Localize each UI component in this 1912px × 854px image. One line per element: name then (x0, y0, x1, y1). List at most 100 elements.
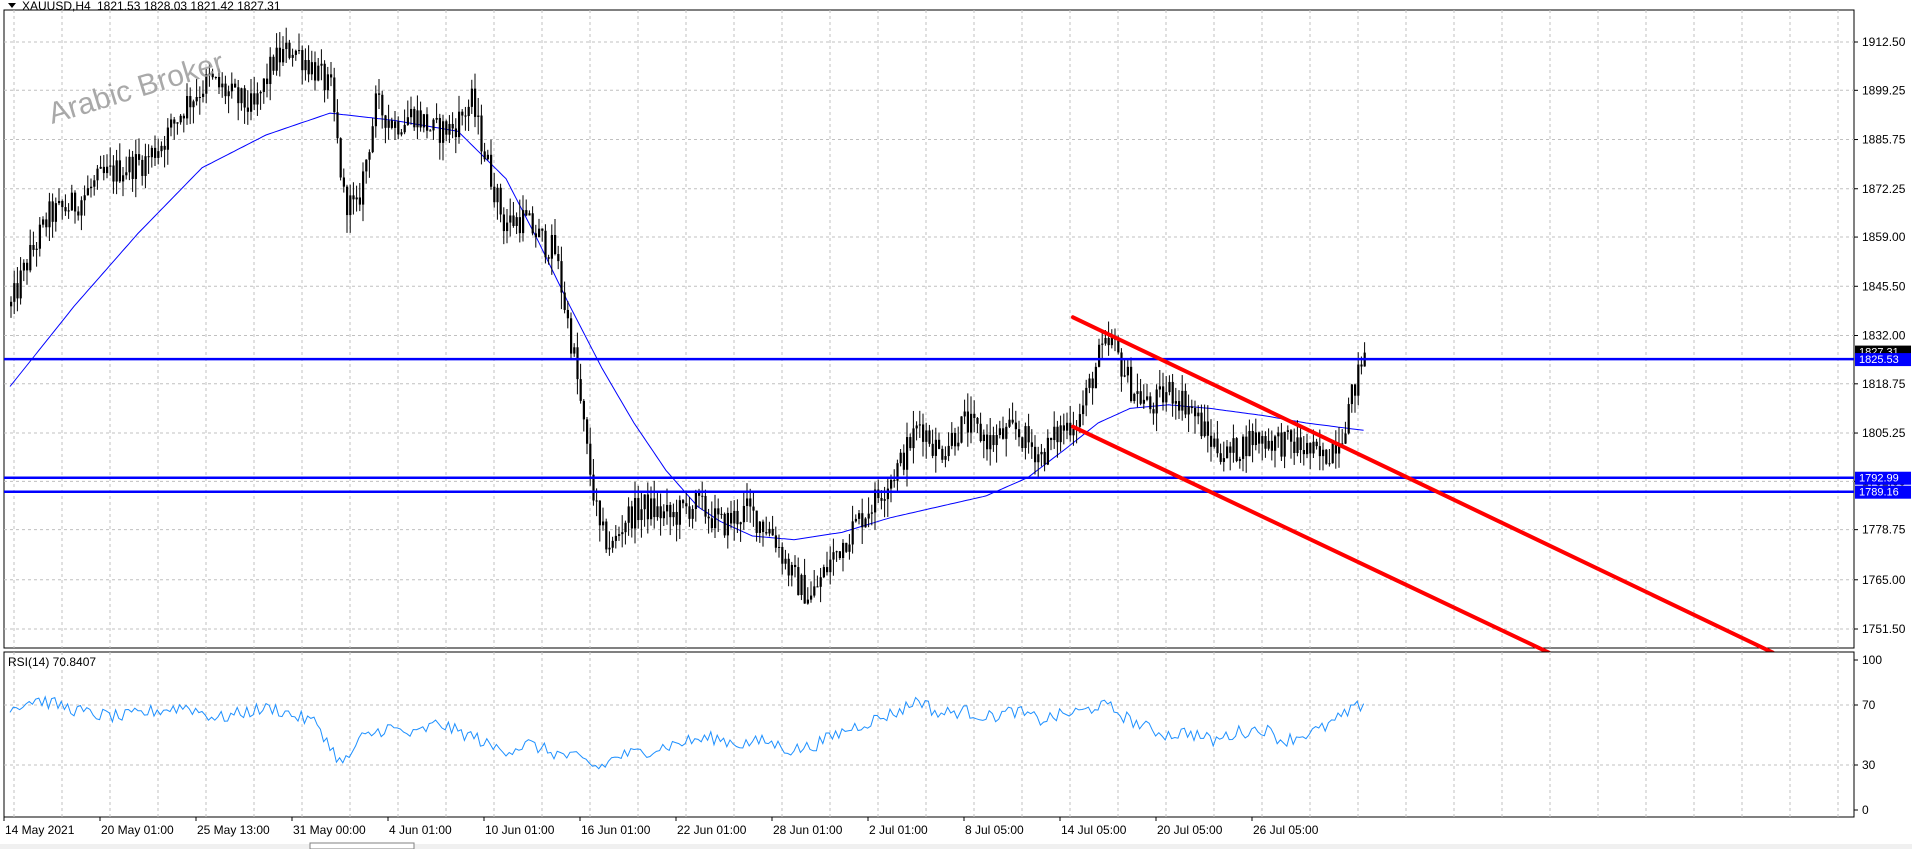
candle (1130, 357, 1133, 403)
candle (317, 57, 320, 82)
candle-body (624, 522, 627, 533)
candle (845, 542, 848, 553)
candle (550, 224, 553, 275)
time-tick-label: 4 Jun 01:00 (389, 823, 452, 837)
candle-body (157, 151, 160, 158)
candle-body (1168, 381, 1171, 393)
candle (662, 504, 665, 527)
candle (227, 85, 230, 114)
candle-body (134, 154, 137, 179)
candle-body (474, 88, 477, 117)
candle-body (522, 210, 525, 234)
candle-body (675, 511, 678, 525)
candle (1069, 405, 1072, 442)
trend-channel-lower[interactable] (1071, 424, 1551, 655)
candle-body (262, 78, 265, 92)
candle-body (32, 244, 35, 250)
candle-body (886, 488, 889, 500)
candle-body (1251, 430, 1254, 446)
candle-body (1056, 426, 1059, 443)
candle-body (26, 262, 29, 271)
candle (1168, 375, 1171, 396)
candle (714, 494, 717, 539)
candle (669, 501, 672, 536)
candle (509, 198, 512, 237)
candle (157, 138, 160, 165)
candle (93, 175, 96, 196)
candle (1027, 413, 1030, 454)
rsi-tick-label: 100 (1862, 653, 1882, 667)
candle-body (902, 452, 905, 470)
candle-body (1290, 430, 1293, 442)
candle-body (810, 595, 813, 600)
candle-body (339, 138, 342, 178)
candle (819, 567, 822, 603)
candle-body (1005, 426, 1008, 439)
candle-body (915, 425, 918, 429)
candle-body (1312, 441, 1315, 454)
price-panel[interactable] (3, 9, 1855, 649)
candle-body (1222, 458, 1225, 462)
candle (941, 445, 944, 463)
candle-body (1184, 390, 1187, 415)
candle-body (813, 586, 816, 596)
candle-body (304, 60, 307, 71)
candle (272, 54, 275, 75)
candle-body (48, 201, 51, 228)
candle-body (938, 439, 941, 449)
candle (221, 72, 224, 98)
candle (480, 104, 483, 165)
candle-body (653, 498, 656, 518)
candle (125, 156, 128, 180)
candle (320, 49, 323, 81)
candle-body (1142, 399, 1145, 404)
candle (1334, 430, 1337, 469)
candle-body (170, 119, 173, 128)
candle-body (1085, 387, 1088, 406)
candle-body (154, 147, 157, 158)
chart-tab-active[interactable] (309, 842, 415, 850)
candle (166, 118, 169, 165)
candle (915, 421, 918, 441)
candle-body (362, 171, 365, 205)
candle (1222, 441, 1225, 472)
candle (102, 155, 105, 181)
candle-body (400, 132, 403, 135)
candle-body (381, 94, 384, 116)
candle (429, 129, 432, 132)
candle (355, 185, 358, 212)
candle (778, 534, 781, 558)
candle-body (790, 564, 793, 576)
rsi-panel[interactable] (3, 651, 1855, 818)
candle (1350, 383, 1353, 413)
candle-body (858, 513, 861, 519)
candle (416, 95, 419, 140)
candle-body (794, 564, 797, 568)
candle-body (320, 63, 323, 66)
candle-body (662, 511, 665, 519)
candle-body (1110, 336, 1113, 346)
candle (1264, 431, 1267, 458)
candle-body (1146, 396, 1149, 400)
candle (189, 87, 192, 125)
rsi-label: RSI(14) 70.8407 (8, 655, 96, 669)
candle (1133, 392, 1136, 404)
candle-body (1014, 422, 1017, 430)
candle-body (563, 292, 566, 310)
candle (1283, 431, 1286, 469)
candle-body (1206, 421, 1209, 436)
candle (362, 162, 365, 222)
symbol-dropdown-icon[interactable] (8, 3, 16, 8)
chart-scrollbar[interactable] (0, 844, 1912, 849)
candle (266, 63, 269, 98)
candle (1229, 441, 1232, 471)
candle (534, 224, 537, 248)
candle (896, 459, 899, 493)
trend-channel-upper[interactable] (1071, 315, 1775, 655)
candle-body (266, 78, 269, 85)
candle-body (1037, 454, 1040, 463)
candle (1254, 418, 1257, 451)
candle-body (358, 197, 361, 205)
candle-body (899, 452, 902, 464)
candle (198, 86, 201, 115)
